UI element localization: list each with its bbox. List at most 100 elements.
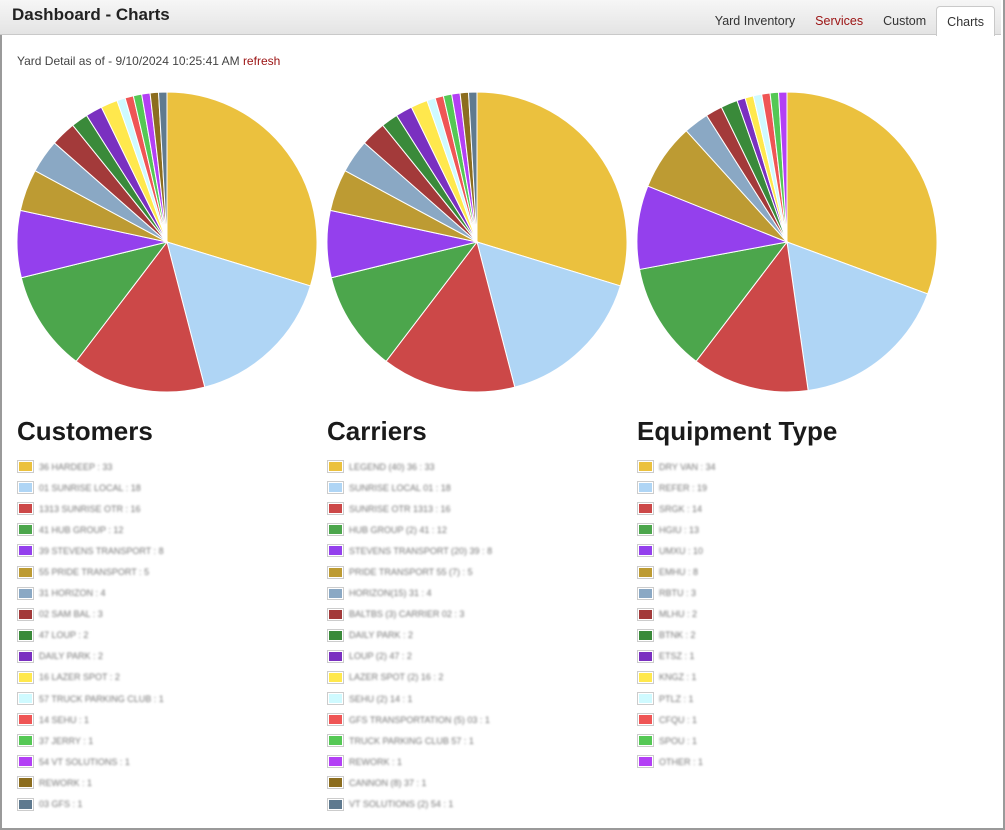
legend-label: LAZER SPOT (2) 16 : 2 xyxy=(349,672,444,683)
pie-slice[interactable] xyxy=(637,185,789,271)
legend-swatch xyxy=(327,544,344,558)
pie-slice[interactable] xyxy=(385,240,516,393)
legend-swatch xyxy=(17,481,34,495)
legend-label: ETSZ : 1 xyxy=(659,651,695,662)
legend-label: 31 HORIZON : 4 xyxy=(39,588,106,599)
legend-item: BTNK : 2 xyxy=(637,625,716,646)
legend-label: SUNRISE LOCAL 01 : 18 xyxy=(349,482,451,493)
legend-item: EMHU : 8 xyxy=(637,561,716,582)
legend-label: PRIDE TRANSPORT 55 (7) : 5 xyxy=(349,567,473,578)
legend-item: ETSZ : 1 xyxy=(637,646,716,667)
legend-label: 41 HUB GROUP : 12 xyxy=(39,524,124,535)
legend-swatch xyxy=(17,734,34,748)
legend-item: VT SOLUTIONS (2) 54 : 1 xyxy=(327,794,492,815)
legend-swatch xyxy=(17,607,34,621)
legend-item: LAZER SPOT (2) 16 : 2 xyxy=(327,667,492,688)
tab-charts[interactable]: Charts xyxy=(936,6,995,36)
legend-swatch xyxy=(327,523,344,537)
legend-item: BALTBS (3) CARRIER 02 : 3 xyxy=(327,604,492,625)
legend-label: 14 SEHU : 1 xyxy=(39,714,90,725)
legend-label: HGIU : 13 xyxy=(659,524,700,535)
legend-item: 54 VT SOLUTIONS : 1 xyxy=(17,751,164,772)
pie-slice[interactable] xyxy=(695,240,809,393)
legend-label: HORIZON(15) 31 : 4 xyxy=(349,588,432,599)
legend-item: HORIZON(15) 31 : 4 xyxy=(327,583,492,604)
legend-label: CFQU : 1 xyxy=(659,714,698,725)
legend-item: TRUCK PARKING CLUB 57 : 1 xyxy=(327,730,492,751)
legend-label: SEHU (2) 14 : 1 xyxy=(349,693,413,704)
legend-item: SUNRISE OTR 1313 : 16 xyxy=(327,498,492,519)
legend-label: UMXU : 10 xyxy=(659,545,704,556)
pie-slice[interactable] xyxy=(786,241,929,392)
legend-item: UMXU : 10 xyxy=(637,540,716,561)
legend-swatch xyxy=(637,734,654,748)
pie-slice[interactable] xyxy=(157,91,168,243)
legend-item: 02 SAM BAL : 3 xyxy=(17,604,164,625)
legend-item: REFER : 19 xyxy=(637,477,716,498)
legend-label: 03 GFS : 1 xyxy=(39,799,83,810)
legend-label: VT SOLUTIONS (2) 54 : 1 xyxy=(349,799,454,810)
legend-swatch xyxy=(327,670,344,684)
chart-title: Customers xyxy=(17,416,153,446)
chart-legend: 36 HARDEEP : 33 01 SUNRISE LOCAL : 18 1313… xyxy=(17,456,164,815)
legend-label: 02 SAM BAL : 3 xyxy=(39,609,103,620)
pie-slice[interactable] xyxy=(75,240,206,393)
legend-swatch xyxy=(327,713,344,727)
legend-item: 57 TRUCK PARKING CLUB : 1 xyxy=(17,688,164,709)
legend-swatch xyxy=(17,797,34,811)
legend-item: GFS TRANSPORTATION (5) 03 : 1 xyxy=(327,709,492,730)
legend-item: PTLZ : 1 xyxy=(637,688,716,709)
pie-slice[interactable] xyxy=(166,241,312,388)
legend-item: 16 LAZER SPOT : 2 xyxy=(17,667,164,688)
legend-swatch xyxy=(327,734,344,748)
pie-slice[interactable] xyxy=(330,241,479,363)
pie-slice[interactable] xyxy=(777,91,788,243)
legend-label: 37 JERRY : 1 xyxy=(39,735,94,746)
legend-item: RBTU : 3 xyxy=(637,583,716,604)
legend-swatch xyxy=(637,565,654,579)
legend-swatch xyxy=(327,649,344,663)
legend-label: DAILY PARK : 2 xyxy=(39,651,104,662)
legend-swatch xyxy=(637,460,654,474)
tab-custom[interactable]: Custom xyxy=(883,14,927,28)
legend-label: SPOU : 1 xyxy=(659,735,698,746)
legend-label: TRUCK PARKING CLUB 57 : 1 xyxy=(349,735,474,746)
page-title: Dashboard - Charts xyxy=(12,5,170,24)
legend-label: REFER : 19 xyxy=(659,482,708,493)
legend-swatch xyxy=(637,670,654,684)
legend-item: LEGEND (40) 36 : 33 xyxy=(327,456,492,477)
pie-slice[interactable] xyxy=(467,91,478,243)
yard-detail-timestamp: Yard Detail as of - 9/10/2024 10:25:41 A… xyxy=(17,54,280,68)
legend-item: CANNON (8) 37 : 1 xyxy=(327,772,492,793)
pie-slice[interactable] xyxy=(786,91,938,295)
legend-item: DAILY PARK : 2 xyxy=(327,625,492,646)
legend-item: 41 HUB GROUP : 12 xyxy=(17,519,164,540)
legend-label: 39 STEVENS TRANSPORT : 8 xyxy=(39,545,164,556)
legend-label: REWORK : 1 xyxy=(349,756,403,767)
legend-label: SUNRISE OTR 1313 : 16 xyxy=(349,503,451,514)
legend-label: LEGEND (40) 36 : 33 xyxy=(349,461,435,472)
legend-label: 55 PRIDE TRANSPORT : 5 xyxy=(39,567,150,578)
refresh-link[interactable]: refresh xyxy=(242,54,281,68)
legend-swatch xyxy=(327,628,344,642)
pie-slice[interactable] xyxy=(476,241,622,388)
legend-item: 14 SEHU : 1 xyxy=(17,709,164,730)
legend-label: 57 TRUCK PARKING CLUB : 1 xyxy=(39,693,164,704)
legend-item: 37 JERRY : 1 xyxy=(17,730,164,751)
legend-item: SRGK : 14 xyxy=(637,498,716,519)
pie-slice[interactable] xyxy=(476,91,628,287)
legend-label: HUB GROUP (2) 41 : 12 xyxy=(349,524,447,535)
legend-swatch xyxy=(327,776,344,790)
tab-services[interactable]: Services xyxy=(815,14,864,28)
legend-item: MLHU : 2 xyxy=(637,604,716,625)
pie-slice[interactable] xyxy=(638,241,789,363)
legend-swatch xyxy=(327,586,344,600)
pie-slice[interactable] xyxy=(20,241,169,363)
legend-label: 16 LAZER SPOT : 2 xyxy=(39,672,120,683)
legend-swatch xyxy=(637,607,654,621)
chart-legend: DRY VAN : 34 REFER : 19 SRGK : 14 HGIU : 13… xyxy=(637,456,716,772)
tab-yard-inventory[interactable]: Yard Inventory xyxy=(714,14,796,28)
legend-item: 1313 SUNRISE OTR : 16 xyxy=(17,498,164,519)
pie-slice[interactable] xyxy=(166,91,318,287)
